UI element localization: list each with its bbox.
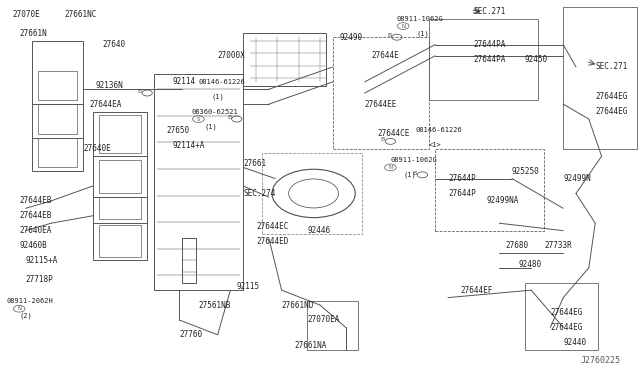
Text: 925250: 925250 (512, 167, 540, 176)
Text: 27661NC: 27661NC (64, 10, 97, 19)
Text: SEC.274: SEC.274 (243, 189, 276, 198)
Text: 27644EE: 27644EE (365, 100, 397, 109)
Text: 08360-62521: 08360-62521 (192, 109, 239, 115)
Text: 92114+A: 92114+A (173, 141, 205, 150)
Text: 27644EG: 27644EG (595, 107, 628, 116)
Text: 27644EC: 27644EC (256, 222, 289, 231)
Text: 92115+A: 92115+A (26, 256, 58, 265)
Text: 27644EB: 27644EB (19, 196, 52, 205)
Text: 08911-1062G: 08911-1062G (397, 16, 444, 22)
Text: 92136N: 92136N (96, 81, 124, 90)
Text: (1): (1) (403, 171, 416, 178)
Text: 27644CE: 27644CE (378, 129, 410, 138)
Text: 27650: 27650 (166, 126, 189, 135)
Text: 27070EA: 27070EA (307, 315, 340, 324)
Text: 92450: 92450 (525, 55, 548, 64)
Text: 27644PA: 27644PA (474, 55, 506, 64)
Bar (38, 138, 77, 167)
Bar (99, 115, 141, 153)
Text: (2): (2) (19, 313, 32, 320)
Bar (32, 41, 83, 171)
Text: (1): (1) (416, 30, 429, 37)
Text: B: B (413, 171, 417, 176)
Text: 27000X: 27000X (218, 51, 245, 60)
Text: 92499N: 92499N (563, 174, 591, 183)
Text: 27718P: 27718P (26, 275, 53, 283)
Text: 08146-61226: 08146-61226 (416, 127, 463, 133)
Bar (99, 197, 141, 219)
Text: 27760: 27760 (179, 330, 202, 339)
Text: 27644E: 27644E (371, 51, 399, 60)
Text: 92499NA: 92499NA (486, 196, 519, 205)
Text: 92480: 92480 (518, 260, 541, 269)
Bar (93, 112, 147, 260)
Bar (38, 71, 77, 100)
Text: SEC.271: SEC.271 (595, 62, 628, 71)
Bar (307, 301, 358, 350)
Bar (99, 160, 141, 193)
Text: 27661: 27661 (243, 159, 266, 168)
Text: 27644EA: 27644EA (90, 100, 122, 109)
Text: 08911-1062G: 08911-1062G (390, 157, 437, 163)
Text: B: B (387, 33, 391, 38)
Bar (333, 37, 429, 149)
Text: S: S (196, 116, 200, 122)
Bar (99, 225, 141, 257)
Text: 27644EG: 27644EG (550, 308, 583, 317)
Text: 92114: 92114 (173, 77, 196, 86)
Bar (182, 238, 196, 283)
Bar (262, 153, 362, 234)
Text: (1): (1) (211, 93, 224, 100)
Text: B: B (138, 89, 141, 94)
Text: B: B (381, 137, 385, 142)
Text: 92490: 92490 (339, 33, 362, 42)
Text: 92115: 92115 (237, 282, 260, 291)
Text: SEC.271: SEC.271 (474, 7, 506, 16)
Text: (1): (1) (205, 123, 218, 130)
Text: 92446: 92446 (307, 226, 330, 235)
Text: 27640E: 27640E (83, 144, 111, 153)
Text: N: N (388, 165, 392, 170)
Text: 27644EB: 27644EB (19, 211, 52, 220)
Bar (154, 74, 243, 290)
Bar (563, 7, 637, 149)
Text: 27661ND: 27661ND (282, 301, 314, 310)
Bar (429, 19, 538, 100)
Bar (435, 149, 544, 231)
Text: 08911-2062H: 08911-2062H (6, 298, 53, 304)
Text: 27661NA: 27661NA (294, 341, 327, 350)
Text: 92460B: 92460B (19, 241, 47, 250)
Text: J2760225: J2760225 (581, 356, 621, 365)
Bar (38, 104, 77, 134)
Bar (243, 33, 326, 86)
Text: 27644P: 27644P (448, 174, 476, 183)
Text: B: B (227, 115, 231, 120)
Text: N: N (17, 306, 21, 311)
Text: 27644PA: 27644PA (474, 40, 506, 49)
Text: 27680: 27680 (506, 241, 529, 250)
Text: 27561NB: 27561NB (198, 301, 231, 310)
Text: 92440: 92440 (563, 338, 586, 347)
Text: 27644ED: 27644ED (256, 237, 289, 246)
Text: 27640: 27640 (102, 40, 125, 49)
Text: 27644P: 27644P (448, 189, 476, 198)
Text: 08146-61226: 08146-61226 (198, 79, 245, 85)
Text: 27070E: 27070E (13, 10, 40, 19)
Text: 27644EG: 27644EG (550, 323, 583, 332)
Text: 27644EG: 27644EG (595, 92, 628, 101)
Text: 27661N: 27661N (19, 29, 47, 38)
Bar (525, 283, 598, 350)
Text: 27733R: 27733R (544, 241, 572, 250)
Text: 27644EF: 27644EF (461, 286, 493, 295)
Text: <1>: <1> (429, 142, 442, 148)
Text: N: N (401, 23, 405, 29)
Text: 27640EA: 27640EA (19, 226, 52, 235)
